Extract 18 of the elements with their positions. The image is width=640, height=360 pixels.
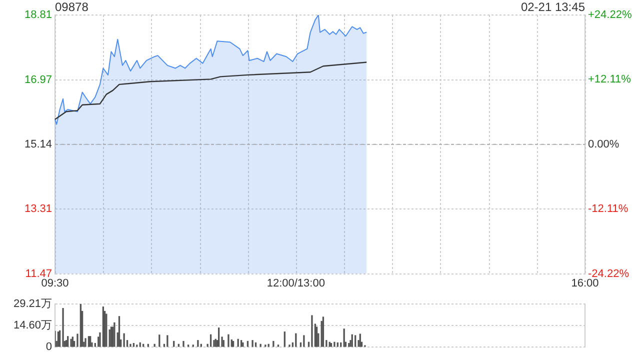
x-tick-label: 16:00 bbox=[571, 277, 599, 290]
y-tick-label: 13.31 bbox=[24, 202, 52, 215]
x-tick-label: 12:00/13:00 bbox=[266, 277, 325, 290]
y-tick-label: 18.81 bbox=[24, 9, 52, 22]
y2-tick-label: -24.22% bbox=[588, 268, 630, 280]
y2-tick-label: -12.11% bbox=[588, 203, 628, 216]
y-tick-label: 16.97 bbox=[24, 74, 52, 86]
y2-tick-label: 0.00% bbox=[588, 138, 620, 150]
x-tick-label: 09:30 bbox=[41, 277, 69, 290]
y3-tick-label: 29.21万 bbox=[13, 298, 52, 310]
y3-tick-label: 0 bbox=[46, 341, 52, 354]
y2-tick-label: +12.11% bbox=[588, 74, 632, 86]
y2-tick-label: +24.22% bbox=[588, 9, 632, 22]
y3-tick-label: 14.60万 bbox=[13, 320, 52, 332]
chart-title: 09878 bbox=[55, 0, 88, 14]
y-tick-label: 11.47 bbox=[25, 268, 52, 280]
y-tick-label: 15.14 bbox=[24, 138, 52, 150]
text: 02-21 13:45 bbox=[520, 0, 585, 14]
